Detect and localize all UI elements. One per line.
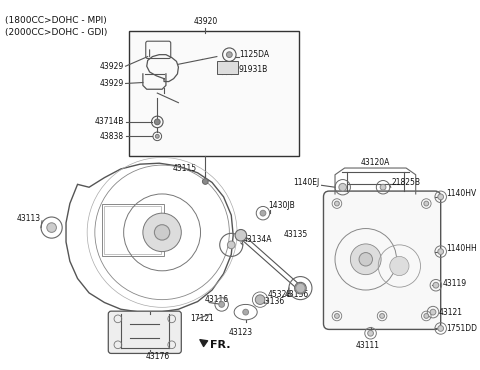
FancyBboxPatch shape <box>108 311 181 353</box>
Text: 43135: 43135 <box>284 230 308 239</box>
Text: 43121: 43121 <box>439 307 463 317</box>
Text: 1751DD: 1751DD <box>446 324 478 333</box>
Text: 1125DA: 1125DA <box>239 50 269 59</box>
Text: 43838: 43838 <box>99 132 124 141</box>
Circle shape <box>143 213 181 252</box>
Circle shape <box>438 326 444 332</box>
Text: 1140HH: 1140HH <box>446 244 477 253</box>
Text: 43116: 43116 <box>204 295 228 304</box>
Text: 43136: 43136 <box>261 297 285 306</box>
Text: 21825B: 21825B <box>392 178 420 187</box>
Text: 1140EJ: 1140EJ <box>293 178 320 187</box>
Circle shape <box>430 309 436 315</box>
Circle shape <box>359 253 372 266</box>
Bar <box>105 206 161 253</box>
Circle shape <box>235 229 247 241</box>
Circle shape <box>155 225 170 240</box>
Circle shape <box>433 282 439 288</box>
Text: 43134A: 43134A <box>243 235 272 243</box>
Circle shape <box>380 184 386 190</box>
Text: (2000CC>DOHC - GDI): (2000CC>DOHC - GDI) <box>4 28 107 37</box>
Circle shape <box>255 295 265 305</box>
Circle shape <box>203 179 208 184</box>
Text: 43120A: 43120A <box>360 158 390 167</box>
Text: 91931B: 91931B <box>239 65 268 74</box>
Text: 43113: 43113 <box>17 215 41 223</box>
Text: 43176: 43176 <box>145 353 169 361</box>
Text: FR.: FR. <box>210 340 230 350</box>
Circle shape <box>390 256 409 276</box>
Text: 43920: 43920 <box>193 17 217 26</box>
Text: 1140HV: 1140HV <box>446 189 477 198</box>
Circle shape <box>227 52 232 58</box>
Circle shape <box>155 119 160 125</box>
Circle shape <box>438 194 444 200</box>
Circle shape <box>228 241 235 249</box>
Circle shape <box>295 282 306 294</box>
Circle shape <box>438 249 444 255</box>
FancyBboxPatch shape <box>324 191 441 329</box>
Bar <box>217 61 238 74</box>
Circle shape <box>296 283 305 293</box>
Circle shape <box>424 313 429 318</box>
Circle shape <box>156 134 159 138</box>
Text: 43119: 43119 <box>443 279 467 288</box>
Bar <box>130 31 299 155</box>
FancyArrowPatch shape <box>200 340 207 346</box>
Circle shape <box>380 313 384 318</box>
Circle shape <box>243 309 249 315</box>
Text: 1430JB: 1430JB <box>268 201 295 210</box>
Text: (1800CC>DOHC - MPI): (1800CC>DOHC - MPI) <box>4 16 106 25</box>
Text: 43111: 43111 <box>356 341 380 350</box>
Circle shape <box>350 244 381 275</box>
Circle shape <box>424 201 429 206</box>
Circle shape <box>260 210 266 216</box>
Circle shape <box>219 302 225 307</box>
Text: 43929: 43929 <box>99 79 124 88</box>
Text: 43929: 43929 <box>99 62 124 71</box>
Text: 43714B: 43714B <box>94 117 124 127</box>
Circle shape <box>368 330 373 336</box>
Text: 17121: 17121 <box>190 314 214 323</box>
Circle shape <box>335 313 339 318</box>
Circle shape <box>47 223 57 232</box>
Text: 43115: 43115 <box>173 164 197 173</box>
Circle shape <box>335 201 339 206</box>
Text: 43136: 43136 <box>285 290 309 299</box>
Text: 45328: 45328 <box>268 290 292 299</box>
Bar <box>102 204 164 256</box>
Text: 43123: 43123 <box>229 329 253 337</box>
Circle shape <box>339 184 347 191</box>
